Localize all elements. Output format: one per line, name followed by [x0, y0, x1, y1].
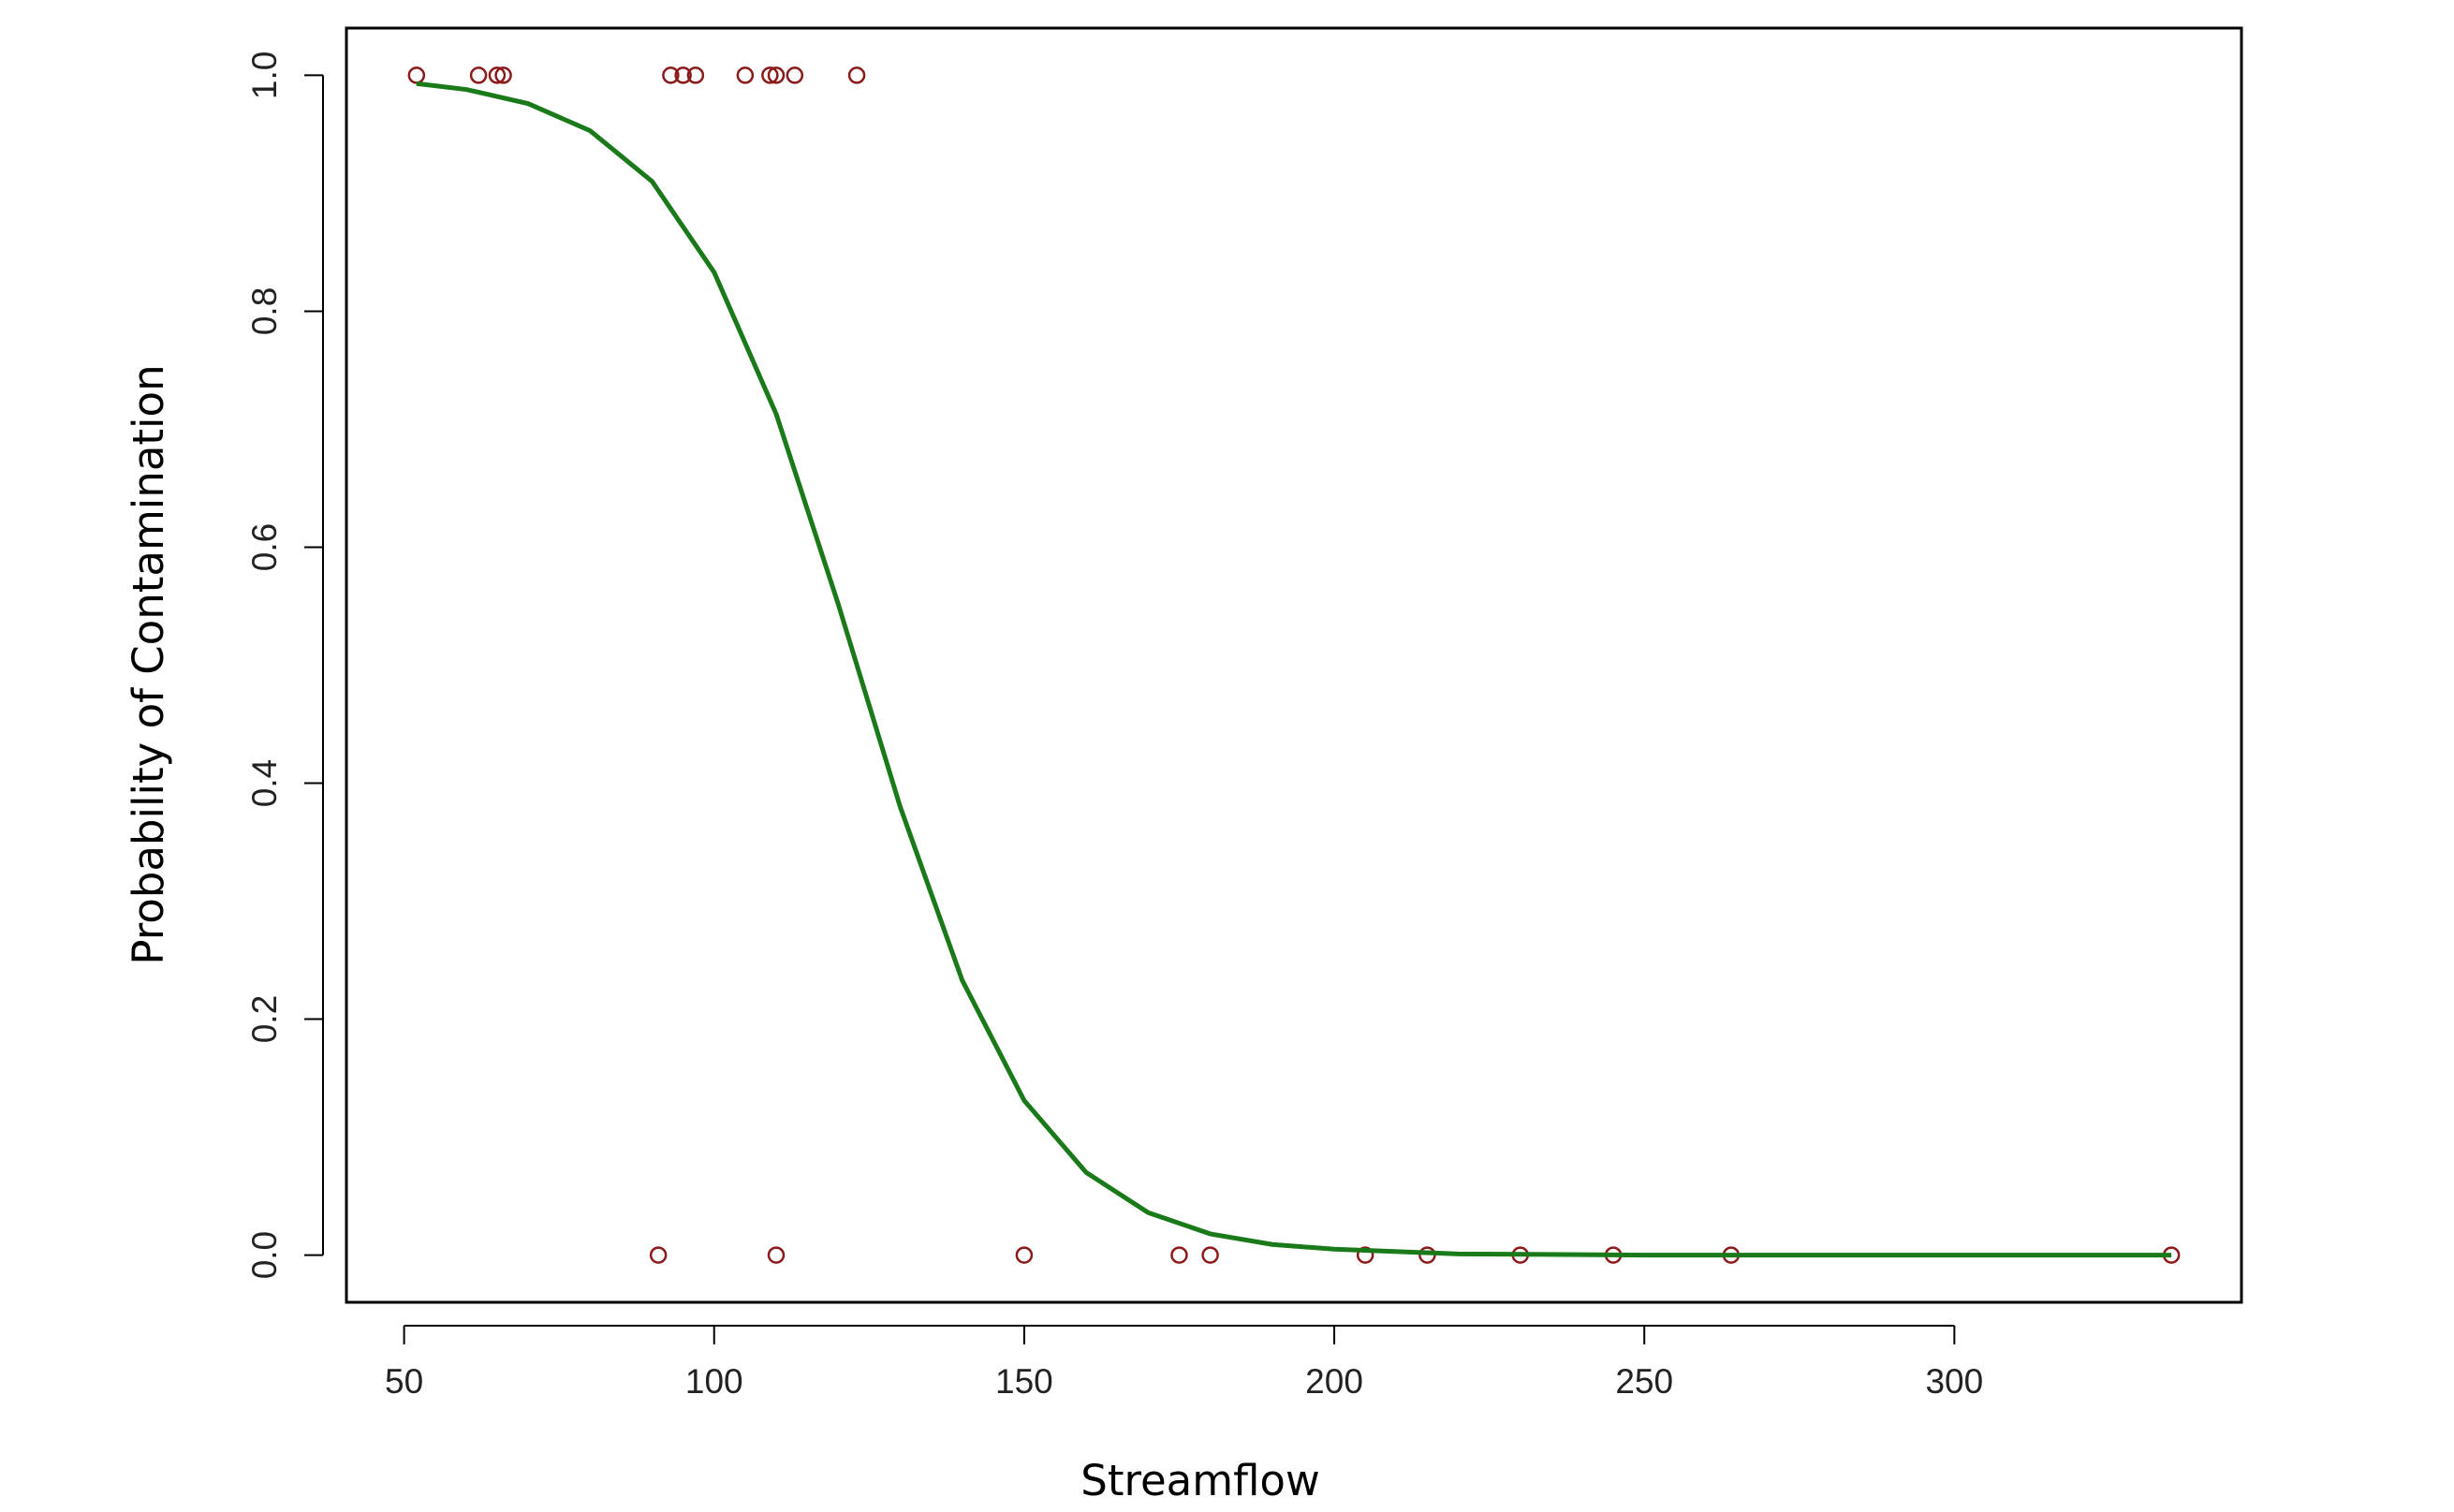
y-tick-label: 0.6 [245, 523, 284, 571]
data-point [1201, 1246, 1219, 1264]
x-tick-label: 250 [1615, 1362, 1673, 1401]
data-point [674, 66, 692, 84]
data-point [767, 66, 786, 84]
x-tick-label: 50 [385, 1362, 423, 1401]
data-point [686, 66, 705, 84]
x-tick-label: 100 [685, 1362, 743, 1401]
data-point [662, 66, 680, 84]
x-axis-title: Streamflow [1080, 1456, 1320, 1505]
data-point [469, 66, 488, 84]
x-tick-label: 200 [1305, 1362, 1363, 1401]
data-point [1170, 1246, 1188, 1264]
y-tick-label: 0.4 [245, 759, 284, 807]
data-point [407, 66, 426, 84]
data-point [736, 66, 755, 84]
data-point [847, 66, 866, 84]
x-tick-label: 300 [1925, 1362, 1983, 1401]
x-tick-label: 150 [995, 1362, 1053, 1401]
data-point [786, 66, 804, 84]
data-point [1356, 1246, 1374, 1264]
data-point [761, 66, 779, 84]
y-tick-label: 0.2 [245, 995, 284, 1043]
y-tick-label: 0.8 [245, 287, 284, 335]
data-point [494, 66, 512, 84]
plot-frame [345, 26, 2243, 1304]
data-point [1015, 1246, 1034, 1264]
data-point [649, 1246, 668, 1264]
y-axis-title: Probability of Contamination [124, 364, 173, 964]
fitted-curve [416, 81, 2172, 1258]
y-tick-label: 1.0 [245, 51, 284, 99]
y-tick-label: 0.0 [245, 1231, 284, 1279]
data-point [488, 66, 507, 84]
data-point [767, 1246, 786, 1264]
